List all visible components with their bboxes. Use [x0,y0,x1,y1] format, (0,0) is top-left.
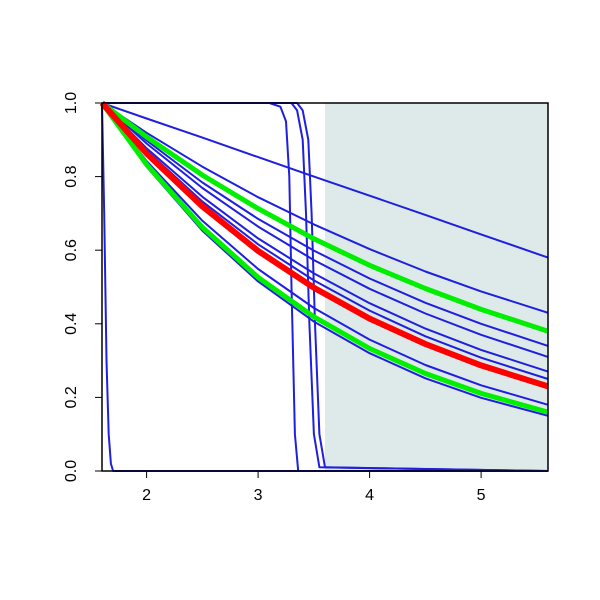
y-tick-label: 0.2 [63,386,80,408]
series-line [99,101,549,390]
y-tick-label: 0.0 [63,460,80,482]
series-line [102,102,548,472]
series-line [102,102,549,472]
series-line [99,101,549,415]
plot-frame [101,102,549,472]
series-line [101,102,549,347]
series-line [102,102,549,472]
series-line [100,101,549,334]
y-tick-label: 1.0 [63,92,80,114]
y-tick-label: 0.6 [63,239,80,261]
x-tick-label: 5 [477,487,486,504]
series-line [101,102,549,259]
x-tick-label: 2 [142,487,151,504]
y-tick-label: 0.8 [63,165,80,187]
shaded-region [325,103,548,471]
x-tick-label: 3 [254,487,263,504]
series-line [101,102,549,314]
x-tick-label: 4 [365,487,374,504]
y-tick-label: 0.4 [63,313,80,335]
